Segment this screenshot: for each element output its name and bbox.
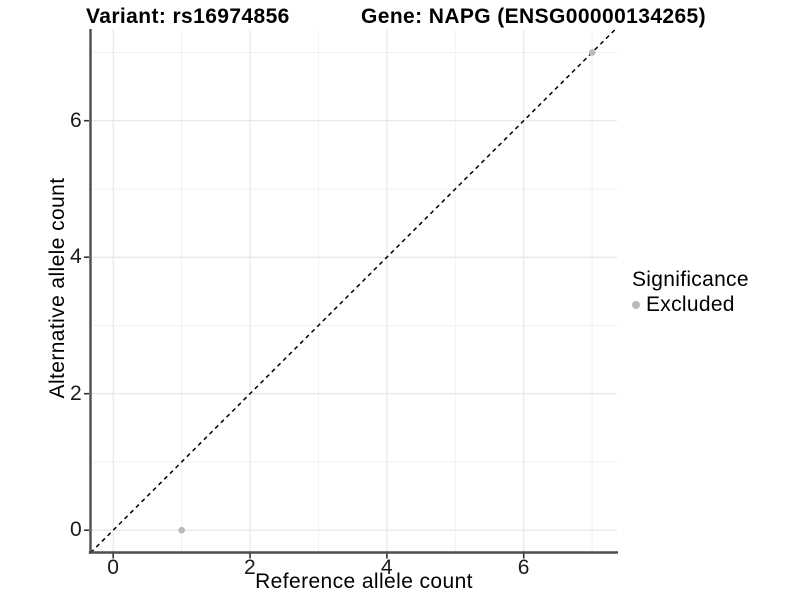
- x-axis-title: Reference allele count: [255, 570, 473, 593]
- gene-title: Gene: NAPG (ENSG00000134265): [361, 5, 707, 28]
- x-tick-label-2: 2: [244, 556, 257, 579]
- data-point-excluded: [178, 526, 185, 534]
- x-tick-label-4: 4: [380, 556, 393, 579]
- excluded-point-swatch-icon: [632, 300, 640, 309]
- legend: Significance Excluded: [632, 267, 749, 316]
- legend-title: Significance: [632, 268, 749, 291]
- y-tick-label-6: 6: [70, 108, 82, 132]
- data-point-excluded: [588, 49, 596, 56]
- variant-title: Variant: rs16974856: [86, 5, 290, 28]
- legend-item-excluded: Excluded: [632, 293, 749, 316]
- y-axis-title: Alternative allele count: [46, 177, 69, 399]
- x-tick-label-0: 0: [107, 556, 120, 579]
- legend-item-label: Excluded: [646, 293, 735, 316]
- y-tick-label-2: 2: [70, 381, 82, 405]
- x-tick-label-6: 6: [517, 556, 530, 579]
- identity-line: [90, 29, 616, 554]
- y-tick-label-4: 4: [70, 245, 82, 269]
- y-tick-label-0: 0: [70, 518, 82, 542]
